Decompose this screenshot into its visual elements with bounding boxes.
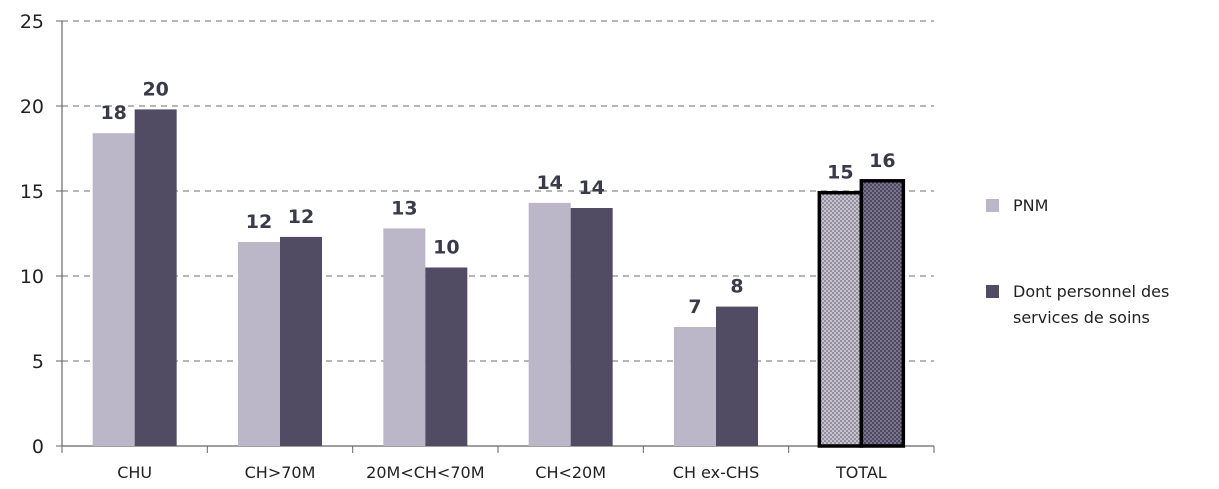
legend-swatch-soins — [986, 285, 999, 298]
y-tick-label: 10 — [20, 266, 44, 288]
data-label: 10 — [433, 237, 459, 259]
bar-soins-3 — [570, 208, 613, 446]
x-category-label: CH>70M — [245, 463, 316, 482]
bar-soins-0 — [134, 109, 177, 447]
data-labels: 18 20 12 12 13 10 14 14 7 8 15 16 — [100, 78, 895, 318]
x-category-label: CH<20M — [535, 463, 606, 482]
data-label: 15 — [827, 162, 853, 184]
legend-label-soins: Dont personnel des services de soins — [1013, 282, 1169, 327]
bar-pnm-4 — [674, 327, 716, 446]
axes: 0 5 10 15 20 25 CHU CH>70M 20M<CH<70M CH<20M CH ex… — [20, 11, 935, 482]
data-label: 14 — [536, 172, 562, 194]
data-label: 20 — [142, 78, 168, 100]
y-tick-label: 0 — [32, 436, 44, 458]
bars — [92, 109, 906, 448]
legend-swatch-pnm — [986, 199, 999, 212]
data-label: 13 — [391, 197, 417, 219]
bar-pnm-2 — [383, 228, 426, 446]
gridlines — [62, 20, 934, 362]
data-label: 16 — [869, 150, 895, 172]
data-label: 14 — [578, 177, 604, 199]
y-tick-label: 25 — [20, 11, 44, 33]
data-label: 12 — [246, 211, 272, 233]
x-category-label: CHU — [117, 463, 152, 482]
bar-pnm-3 — [528, 202, 571, 446]
data-label: 8 — [730, 276, 743, 298]
data-label: 12 — [288, 206, 314, 228]
legend: PNM Dont personnel des services de soins — [986, 196, 1169, 327]
data-label: 18 — [100, 102, 126, 124]
bar-soins-1 — [280, 236, 322, 446]
y-tick-label: 5 — [32, 351, 44, 373]
x-category-label: TOTAL — [835, 463, 887, 482]
y-tick-label: 15 — [20, 181, 44, 203]
bar-soins-2 — [425, 267, 468, 446]
data-label: 7 — [688, 296, 701, 318]
bar-soins-5 — [859, 179, 906, 448]
legend-label-pnm: PNM — [1013, 196, 1048, 215]
bar-soins-4 — [716, 306, 758, 446]
x-category-label: 20M<CH<70M — [366, 463, 484, 482]
y-tick-label: 20 — [20, 96, 44, 118]
bar-pnm-5 — [817, 190, 864, 448]
bar-pnm-1 — [238, 242, 280, 446]
x-category-label: CH ex-CHS — [673, 463, 759, 482]
bar-pnm-0 — [92, 133, 135, 446]
